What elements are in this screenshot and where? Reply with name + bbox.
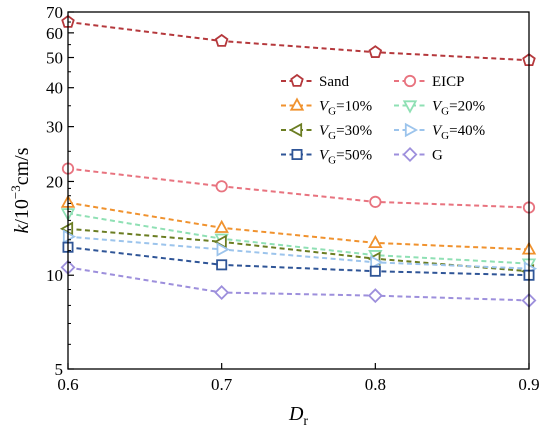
legend-swatch-marker: [288, 122, 303, 138]
legend-label: VG=50%: [319, 148, 372, 167]
legend-swatch-marker: [404, 122, 419, 138]
series-layer: [59, 14, 538, 308]
x-axis-title-sub: r: [303, 414, 308, 429]
x-tick-label: 0.6: [57, 375, 78, 394]
data-point: [367, 288, 383, 304]
series-line: [67, 266, 530, 302]
data-point: [368, 234, 383, 249]
data-point: [369, 265, 381, 277]
legend-item: EICP: [394, 74, 465, 90]
y-tick-label: 60: [46, 24, 63, 43]
legend-swatch-marker: [402, 147, 418, 162]
data-point: [214, 219, 229, 233]
y-tick-label: 50: [46, 49, 63, 68]
y-tick-label: 5: [55, 360, 64, 379]
series-3: [60, 208, 537, 272]
data-point: [214, 33, 229, 47]
data-point: [368, 45, 383, 58]
legend-item: G: [394, 147, 443, 164]
legend-swatch-marker: [289, 97, 305, 111]
y-tick-label: 40: [46, 79, 63, 98]
x-tick-label: 0.8: [365, 375, 386, 394]
y-axis-title-mid: /10: [11, 199, 33, 225]
legend-label: Sand: [319, 74, 350, 90]
y-tick-label: 70: [46, 3, 63, 22]
legend-item: VG=50%: [281, 148, 372, 167]
legend-item: VG=20%: [394, 99, 485, 118]
x-axis-title: Dr: [288, 403, 308, 429]
data-point: [214, 285, 230, 300]
data-point: [370, 255, 384, 270]
series-line: [67, 212, 530, 265]
data-point: [216, 259, 228, 271]
legend-swatch-marker: [402, 100, 418, 114]
y-axis-title-main: k: [11, 224, 33, 234]
y-axis-title-sup: −3: [8, 185, 23, 199]
plot-frame: [67, 11, 530, 370]
legend-swatch-marker: [403, 74, 417, 88]
series-line: [67, 21, 530, 62]
legend-swatch-marker: [291, 148, 303, 160]
legend-label: EICP: [432, 74, 465, 90]
legend-label: VG=20%: [432, 99, 485, 118]
legend: Sand EICP VG=10% VG=20% VG=30% VG=40% VG=50% G: [281, 73, 485, 167]
y-tick-label: 20: [46, 172, 63, 191]
y-tick-label: 30: [46, 118, 63, 137]
series-0: [61, 14, 536, 67]
y-axis-title-unit: cm/s: [11, 147, 33, 185]
series-line: [67, 167, 530, 209]
data-point: [59, 221, 74, 236]
series-line: [67, 246, 530, 277]
legend-item: VG=30%: [281, 122, 372, 142]
series-7: [60, 259, 537, 308]
series-line: [67, 201, 530, 251]
x-tick-label: 0.9: [518, 375, 539, 394]
legend-label: VG=40%: [432, 123, 485, 142]
data-point: [216, 242, 230, 257]
legend-item: VG=10%: [281, 97, 372, 118]
ticks-layer: 0.6 0.7 0.8 0.9 5 10 20 30 40 50 60 70: [46, 3, 540, 394]
legend-item: VG=40%: [394, 122, 485, 142]
series-line: [67, 235, 530, 270]
data-point: [215, 180, 228, 193]
x-axis-title-main: D: [288, 403, 304, 425]
y-axis-title: k/10−3cm/s: [8, 147, 33, 233]
legend-label: VG=10%: [319, 99, 372, 118]
series-1: [61, 162, 536, 214]
legend-label: G: [432, 148, 443, 164]
data-point: [369, 195, 382, 208]
legend-swatch-marker: [290, 73, 304, 87]
legend-label: VG=30%: [319, 123, 372, 142]
series-6: [62, 241, 535, 281]
x-tick-label: 0.7: [211, 375, 233, 394]
series-2: [60, 194, 537, 255]
legend-item: Sand: [281, 73, 350, 90]
y-tick-label: 10: [46, 266, 63, 285]
